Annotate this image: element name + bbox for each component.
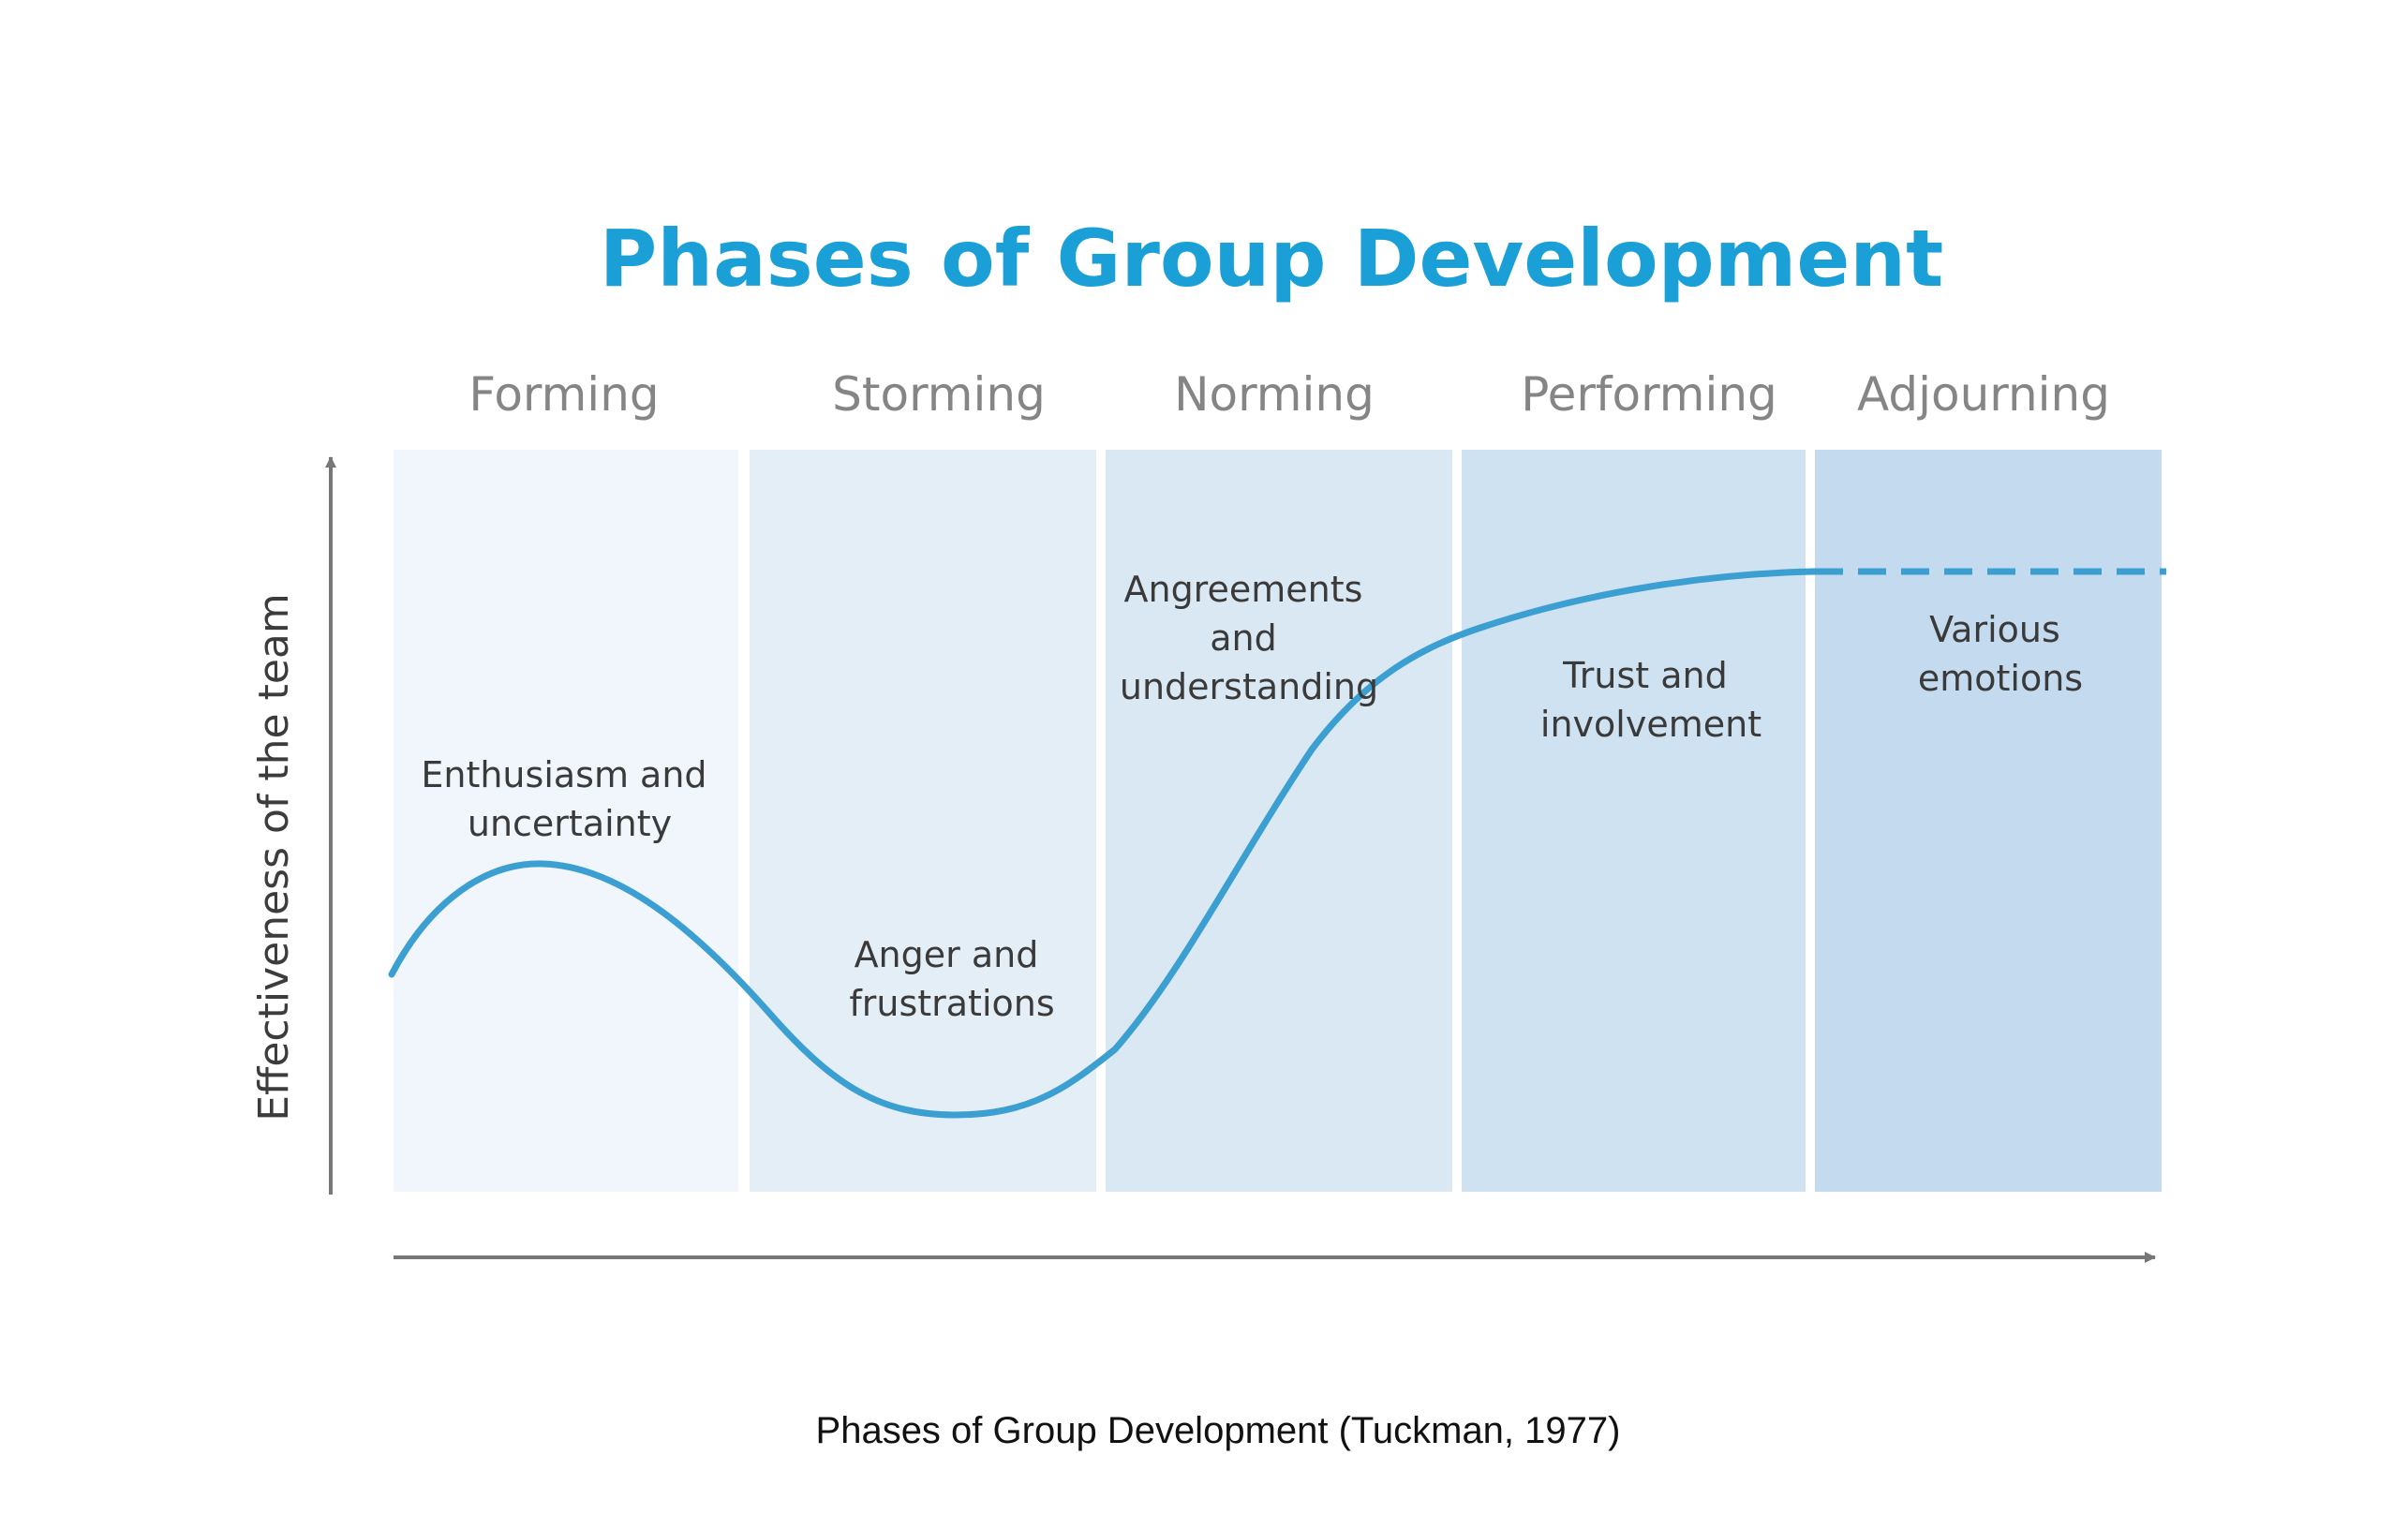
adjourning-note-line: emotions: [1918, 658, 2083, 699]
diagram-title: Phases of Group Development: [600, 213, 1944, 304]
performing-note: Trust and involvement: [1540, 655, 1761, 745]
phase-notes: Enthusiasm and uncertainty Anger and fru…: [421, 569, 2083, 1024]
phase-column-forming: [394, 450, 738, 1192]
storming-note: Anger and frustrations: [849, 934, 1054, 1024]
forming-note-line: uncertainty: [468, 803, 672, 844]
norming-note-line: Angreements: [1123, 569, 1362, 610]
phase-column-performing: [1462, 450, 1806, 1192]
norming-note: Angreements and understanding: [1120, 569, 1378, 707]
phase-label-adjourning: Adjourning: [1857, 367, 2110, 422]
storming-note-line: Anger and: [855, 934, 1039, 975]
performing-note-line: Trust and: [1562, 655, 1728, 696]
effectiveness-curve: [388, 568, 1819, 1119]
forming-note-line: Enthusiasm and: [421, 754, 706, 795]
phase-label-storming: Storming: [832, 367, 1046, 422]
phase-labels: Forming Storming Norming Performing Adjo…: [468, 367, 2110, 422]
phase-column-norming: [1106, 450, 1452, 1192]
forming-note: Enthusiasm and uncertainty: [421, 754, 718, 844]
phase-label-norming: Norming: [1174, 367, 1375, 422]
figure-caption: Phases of Group Development (Tuckman, 19…: [816, 1410, 1621, 1451]
phase-column-adjourning: [1815, 450, 2162, 1192]
adjourning-note-line: Various: [1929, 609, 2060, 650]
phase-label-performing: Performing: [1521, 367, 1777, 422]
phase-column-storming: [750, 450, 1096, 1192]
norming-note-line: and: [1210, 617, 1277, 659]
phase-label-forming: Forming: [468, 367, 659, 422]
performing-note-line: involvement: [1540, 704, 1761, 745]
adjourning-note: Various emotions: [1918, 609, 2083, 699]
storming-note-line: frustrations: [849, 983, 1054, 1024]
y-axis-label: Effectiveness of the team: [250, 593, 298, 1121]
norming-note-line: understanding: [1120, 666, 1378, 707]
